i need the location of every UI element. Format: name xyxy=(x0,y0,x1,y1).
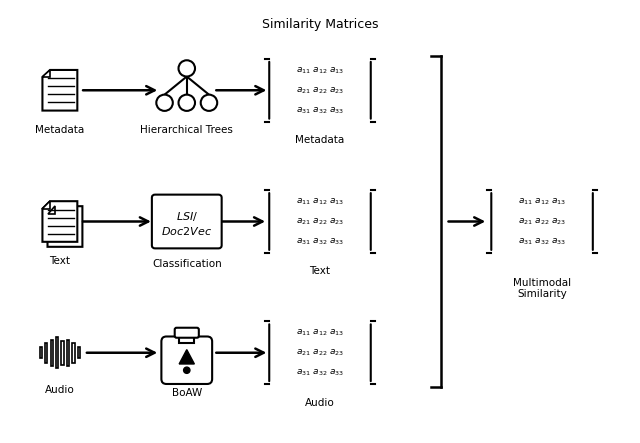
FancyBboxPatch shape xyxy=(152,194,221,249)
Text: $\it{a}_{31}\ \it{a}_{32}\ \it{a}_{33}$: $\it{a}_{31}\ \it{a}_{32}\ \it{a}_{33}$ xyxy=(296,368,344,378)
Text: $\it{a}_{11}\ \it{a}_{12}\ \it{a}_{13}$: $\it{a}_{11}\ \it{a}_{12}\ \it{a}_{13}$ xyxy=(296,196,344,207)
Polygon shape xyxy=(47,206,55,214)
Text: $\it{a}_{31}\ \it{a}_{32}\ \it{a}_{33}$: $\it{a}_{31}\ \it{a}_{32}\ \it{a}_{33}$ xyxy=(296,236,344,247)
Text: $\it{LSI/}$: $\it{LSI/}$ xyxy=(175,210,198,223)
FancyBboxPatch shape xyxy=(67,340,69,366)
Text: $\it{a}_{31}\ \it{a}_{32}\ \it{a}_{33}$: $\it{a}_{31}\ \it{a}_{32}\ \it{a}_{33}$ xyxy=(518,236,566,247)
Circle shape xyxy=(179,60,195,77)
Circle shape xyxy=(201,95,217,111)
FancyBboxPatch shape xyxy=(51,340,53,366)
Polygon shape xyxy=(42,70,50,78)
Polygon shape xyxy=(42,70,77,111)
Text: $\it{a}_{21}\ \it{a}_{22}\ \it{a}_{23}$: $\it{a}_{21}\ \it{a}_{22}\ \it{a}_{23}$ xyxy=(518,216,566,227)
Text: $\it{a}_{21}\ \it{a}_{22}\ \it{a}_{23}$: $\it{a}_{21}\ \it{a}_{22}\ \it{a}_{23}$ xyxy=(296,347,344,358)
Text: $\it{a}_{11}\ \it{a}_{12}\ \it{a}_{13}$: $\it{a}_{11}\ \it{a}_{12}\ \it{a}_{13}$ xyxy=(518,196,566,207)
Circle shape xyxy=(179,95,195,111)
Text: Similarity Matrices: Similarity Matrices xyxy=(262,19,378,31)
Text: Metadata: Metadata xyxy=(35,124,84,135)
FancyBboxPatch shape xyxy=(40,347,42,358)
FancyBboxPatch shape xyxy=(45,343,47,363)
FancyBboxPatch shape xyxy=(77,347,80,358)
Text: $\it{a}_{11}\ \it{a}_{12}\ \it{a}_{13}$: $\it{a}_{11}\ \it{a}_{12}\ \it{a}_{13}$ xyxy=(296,327,344,338)
Circle shape xyxy=(156,95,173,111)
Text: Audio: Audio xyxy=(45,385,75,395)
Polygon shape xyxy=(42,201,50,209)
Text: Audio: Audio xyxy=(305,398,335,408)
Text: Hierarchical Trees: Hierarchical Trees xyxy=(140,124,233,135)
Text: Text: Text xyxy=(310,267,330,276)
FancyBboxPatch shape xyxy=(72,343,75,363)
FancyBboxPatch shape xyxy=(161,337,212,384)
Text: Metadata: Metadata xyxy=(296,135,344,145)
Text: $\it{a}_{21}\ \it{a}_{22}\ \it{a}_{23}$: $\it{a}_{21}\ \it{a}_{22}\ \it{a}_{23}$ xyxy=(296,85,344,96)
FancyBboxPatch shape xyxy=(56,337,58,369)
Polygon shape xyxy=(47,206,83,247)
Text: $\it{a}_{11}\ \it{a}_{12}\ \it{a}_{13}$: $\it{a}_{11}\ \it{a}_{12}\ \it{a}_{13}$ xyxy=(296,65,344,75)
Text: $\it{a}_{31}\ \it{a}_{32}\ \it{a}_{33}$: $\it{a}_{31}\ \it{a}_{32}\ \it{a}_{33}$ xyxy=(296,105,344,116)
Polygon shape xyxy=(42,201,77,242)
Text: Text: Text xyxy=(49,256,70,266)
FancyBboxPatch shape xyxy=(175,328,199,338)
Text: BoAW: BoAW xyxy=(172,389,202,398)
Text: Multimodal
Similarity: Multimodal Similarity xyxy=(513,278,571,299)
Circle shape xyxy=(184,367,190,373)
FancyBboxPatch shape xyxy=(61,341,64,365)
Text: Classification: Classification xyxy=(152,259,221,269)
Text: $\it{Doc2Vec}$: $\it{Doc2Vec}$ xyxy=(161,225,212,237)
Text: $\it{a}_{21}\ \it{a}_{22}\ \it{a}_{23}$: $\it{a}_{21}\ \it{a}_{22}\ \it{a}_{23}$ xyxy=(296,216,344,227)
Polygon shape xyxy=(179,350,195,364)
FancyBboxPatch shape xyxy=(179,335,195,343)
